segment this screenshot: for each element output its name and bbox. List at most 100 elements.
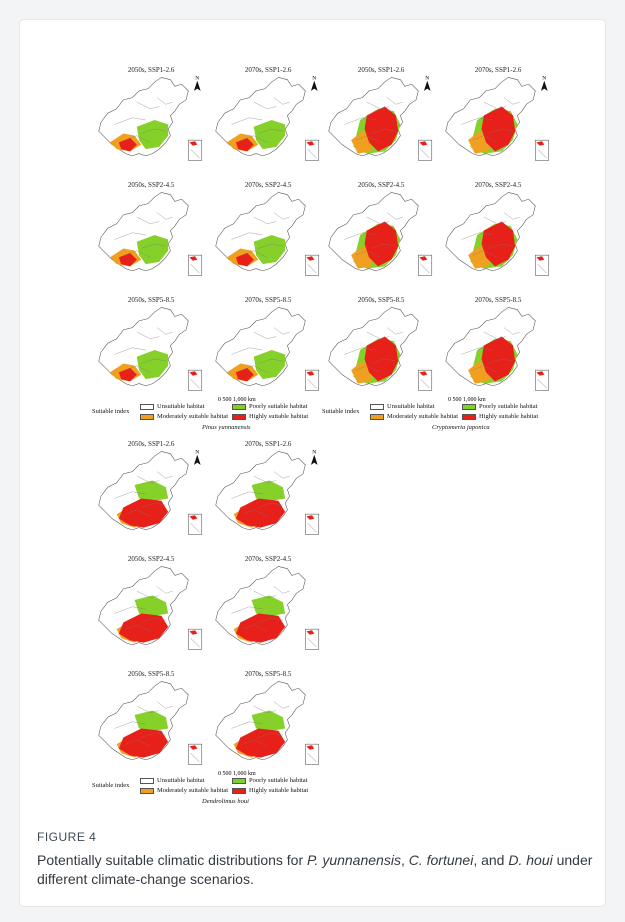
inset-fill: [419, 141, 428, 146]
province-border: [258, 732, 283, 738]
south-china-sea-inset: [188, 254, 203, 276]
province-border: [366, 216, 390, 224]
legend-label: Moderately suitable habitat: [157, 413, 229, 420]
inset-line: [307, 637, 317, 648]
map-2-0: N: [98, 450, 203, 535]
species-name: Dendrolimus houi: [202, 798, 249, 805]
province-border: [253, 475, 277, 483]
inset-fill: [189, 745, 198, 750]
legend-label: Poorly suitable habitat: [479, 403, 538, 410]
inset-fill: [419, 371, 428, 376]
province-border: [231, 232, 263, 240]
inset-fill: [189, 371, 198, 376]
legend-swatch: [140, 414, 154, 420]
province-border: [141, 243, 166, 249]
province-border: [242, 365, 268, 373]
province-border: [488, 128, 513, 134]
map-title: 2050s, SSP5-8.5: [127, 296, 175, 304]
province-border: [258, 617, 283, 623]
figure-label: FIGURE 4: [37, 830, 97, 844]
poorly-suitable-area: [136, 120, 169, 150]
poorly-suitable-area: [136, 235, 169, 265]
inset-line: [190, 752, 200, 763]
inset-line: [420, 148, 430, 159]
north-arrow-icon: [193, 80, 201, 91]
province-border: [156, 97, 173, 105]
inset-fill: [306, 141, 315, 146]
south-china-sea-inset: [188, 513, 203, 535]
province-border: [125, 365, 151, 373]
map-title: 2050s, SSP2-4.5: [357, 181, 405, 189]
province-border: [253, 216, 277, 224]
species-name: Cryptomeria japonica: [432, 424, 490, 431]
figure-caption: Potentially suitable climatic distributi…: [37, 851, 597, 889]
south-china-sea-inset: [305, 628, 320, 650]
scale-bar: 0 500 1,000 km: [448, 397, 486, 403]
province-border: [461, 347, 493, 355]
legend: Suitable index Unsuitable habitat Poorly s…: [92, 403, 327, 444]
caption-text-2: ,: [400, 852, 409, 868]
highly-suitable-area: [364, 221, 399, 267]
inset-fill: [306, 256, 315, 261]
map-title: 2070s, SSP5-8.5: [244, 296, 292, 304]
province-border: [258, 243, 283, 249]
province-border: [461, 117, 493, 125]
map-0-2: [98, 192, 203, 276]
map-title: 2070s, SSP5-8.5: [474, 296, 522, 304]
province-border: [242, 509, 268, 517]
south-china-sea-inset: [305, 369, 320, 391]
province-border: [386, 327, 403, 335]
province-border: [136, 705, 160, 713]
north-arrow-icon: [193, 454, 201, 465]
south-china-sea-inset: [418, 369, 433, 391]
inset-fill: [536, 371, 545, 376]
province-border: [366, 331, 390, 339]
inset-line: [190, 522, 200, 533]
north-arrow-icon: [310, 454, 318, 465]
south-china-sea-inset: [535, 254, 550, 276]
map-title: 2070s, SSP2-4.5: [474, 181, 522, 189]
province-border: [503, 327, 520, 335]
scale-bar: 0 500 1,000 km: [218, 397, 256, 403]
legend-title: Suitable index: [92, 782, 130, 789]
map-title: 2050s, SSP5-8.5: [127, 670, 175, 678]
province-border: [253, 101, 277, 109]
legend-swatch: [232, 778, 246, 784]
south-china-sea-inset: [188, 743, 203, 765]
province-border: [472, 135, 498, 143]
province-border: [156, 586, 173, 594]
inset-line: [420, 263, 430, 274]
province-border: [125, 250, 151, 258]
highly-suitable-area: [481, 336, 516, 382]
north-arrow-label: N: [542, 76, 546, 82]
province-border: [355, 135, 381, 143]
province-border: [136, 475, 160, 483]
poorly-suitable-area: [134, 710, 169, 731]
map-title: 2070s, SSP1-2.6: [474, 66, 522, 74]
map-2-5: [215, 681, 320, 765]
inset-fill: [306, 515, 315, 520]
poorly-suitable-area: [253, 120, 286, 150]
legend-swatch: [140, 788, 154, 794]
north-arrow-label: N: [195, 76, 199, 82]
highly-suitable-area: [235, 252, 254, 267]
poorly-suitable-area: [136, 350, 169, 380]
inset-line: [420, 378, 430, 389]
map-title: 2070s, SSP2-4.5: [244, 181, 292, 189]
map-2-3: [215, 566, 320, 650]
inset-line: [190, 378, 200, 389]
poorly-suitable-area: [253, 235, 286, 265]
species-name: Pinus yunnanensis: [202, 424, 251, 431]
map-title: 2050s, SSP1-2.6: [127, 440, 175, 448]
province-border: [136, 101, 160, 109]
highly-suitable-area: [118, 367, 137, 382]
inset-line: [307, 752, 317, 763]
inset-line: [307, 378, 317, 389]
province-border: [258, 502, 283, 508]
highly-suitable-area: [118, 137, 137, 152]
inset-fill: [189, 141, 198, 146]
map-0-4: [98, 307, 203, 391]
scale-bar: 0 500 1,000 km: [218, 771, 256, 777]
inset-fill: [306, 630, 315, 635]
legend-swatch: [140, 778, 154, 784]
